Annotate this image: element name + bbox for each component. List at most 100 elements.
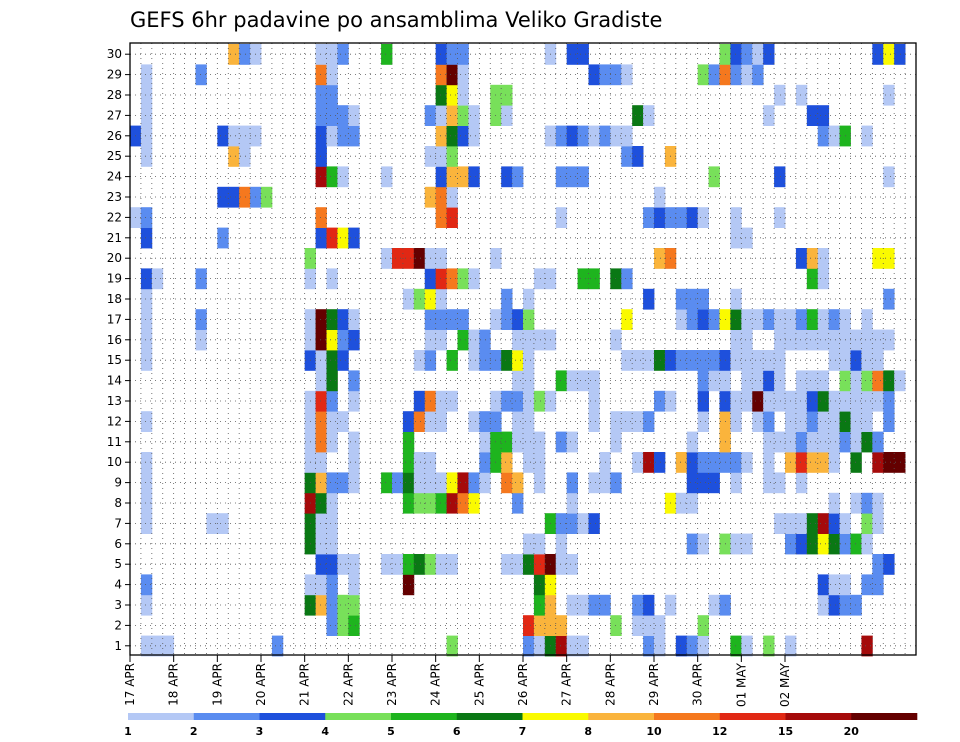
heatmap-cell (533, 329, 546, 351)
x-tick-label: 24 APR (429, 663, 443, 706)
heatmap-cell (621, 125, 633, 147)
heatmap-cell (817, 390, 830, 412)
heatmap-cell (643, 207, 655, 228)
heatmap-cell (588, 411, 600, 432)
heatmap-cell (774, 431, 786, 453)
heatmap-cell (392, 248, 404, 269)
heatmap-cell (817, 411, 830, 432)
heatmap-cell (708, 452, 720, 473)
heatmap-cell (730, 207, 742, 228)
heatmap-cell (828, 533, 840, 555)
heatmap-cell (774, 472, 786, 494)
heatmap-cell (643, 350, 655, 371)
heatmap-cell (446, 125, 458, 147)
heatmap-cell (337, 166, 349, 188)
heatmap-cell (741, 452, 753, 473)
heatmap-cell (523, 329, 535, 351)
heatmap-cell (326, 309, 338, 330)
heatmap-cell (752, 370, 764, 392)
heatmap-cell (326, 44, 338, 65)
heatmap-cell (730, 350, 742, 371)
heatmap-cell (795, 513, 808, 534)
heatmap-cell (326, 84, 338, 106)
x-tick-label: 27 APR (560, 663, 574, 706)
heatmap-cell (741, 227, 753, 249)
heatmap-cell (632, 615, 644, 636)
heatmap-cell (326, 594, 338, 616)
heatmap-cell (730, 329, 742, 351)
heatmap-cell (741, 533, 753, 555)
heatmap-cell (621, 350, 633, 371)
heatmap-cell (555, 513, 568, 534)
legend-label: 5 (387, 725, 395, 738)
y-tick-label: 27 (107, 108, 122, 122)
heatmap-cell (566, 554, 578, 575)
y-tick-label: 18 (107, 292, 122, 306)
heatmap-cell (348, 594, 360, 616)
heatmap-cell (828, 390, 840, 412)
heatmap-cell (315, 513, 327, 534)
heatmap-cell (675, 452, 688, 473)
heatmap-cell (763, 44, 775, 65)
heatmap-cell (435, 84, 447, 106)
y-tick-label: 25 (107, 149, 122, 163)
heatmap-cell (533, 268, 546, 290)
heatmap-cell (315, 84, 327, 106)
heatmap-cell (817, 329, 830, 351)
y-tick-label: 17 (107, 312, 122, 326)
heatmap-cell (217, 186, 229, 208)
heatmap-cell (140, 594, 153, 616)
heatmap-cell (413, 350, 426, 371)
heatmap-cell (468, 492, 480, 514)
heatmap-cell (435, 166, 447, 188)
heatmap-cell (752, 350, 764, 371)
heatmap-cell (708, 472, 720, 494)
heatmap-cell (533, 554, 546, 575)
y-tick-label: 30 (107, 47, 122, 61)
heatmap-cell (140, 64, 153, 86)
heatmap-cell (730, 227, 742, 249)
heatmap-cell (435, 411, 447, 432)
heatmap-cell (861, 390, 873, 412)
heatmap-cell (577, 268, 589, 290)
heatmap-cell (675, 635, 688, 657)
plot-frame (129, 42, 917, 656)
heatmap-cell (861, 635, 873, 657)
heatmap-cell (326, 390, 338, 412)
heatmap-cell (850, 431, 862, 453)
heatmap-cell (337, 329, 349, 351)
heatmap-cell (806, 452, 819, 473)
heatmap-cell (675, 288, 688, 310)
heatmap-cell (817, 125, 830, 147)
heatmap-cell (435, 125, 447, 147)
heatmap-cell (140, 411, 153, 432)
heatmap-cell (140, 350, 153, 371)
heatmap-cell (828, 309, 840, 330)
y-tick-label: 19 (107, 272, 122, 286)
heatmap-cell (402, 452, 415, 473)
heatmap-cell (435, 105, 447, 126)
heatmap-cell (686, 492, 699, 514)
heatmap-cell (512, 492, 524, 514)
heatmap-cell (413, 554, 426, 575)
heatmap-cell (883, 452, 895, 473)
heatmap-cell (348, 125, 360, 147)
heatmap-cell (457, 44, 469, 65)
heatmap-cell (566, 431, 578, 453)
heatmap-cell (752, 44, 764, 65)
heatmap-cell (206, 513, 218, 534)
heatmap-cell (326, 615, 338, 636)
heatmap-cell (588, 370, 600, 392)
heatmap-cell (883, 554, 895, 575)
y-tick-label: 15 (107, 353, 122, 367)
heatmap-cell (555, 370, 568, 392)
heatmap-cell (523, 350, 535, 371)
heatmap-cell (337, 125, 349, 147)
heatmap-cell (806, 533, 819, 555)
heatmap-cell (774, 370, 786, 392)
heatmap-cell (326, 64, 338, 86)
heatmap-cell (577, 635, 589, 657)
heatmap-cell (435, 248, 447, 269)
heatmap-cell (446, 84, 458, 106)
heatmap-cell (697, 288, 709, 310)
